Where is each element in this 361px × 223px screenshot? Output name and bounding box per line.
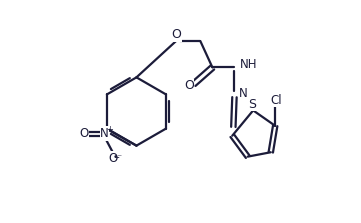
Text: NH: NH: [240, 58, 257, 71]
Text: O: O: [79, 127, 88, 140]
Text: S: S: [248, 98, 256, 111]
Text: N: N: [239, 87, 248, 100]
Text: O: O: [171, 28, 181, 41]
Text: N: N: [100, 127, 109, 140]
Text: +: +: [106, 125, 113, 134]
Text: Cl: Cl: [270, 93, 282, 107]
Text: O: O: [184, 79, 194, 92]
Text: •⁻: •⁻: [113, 153, 123, 162]
Text: O: O: [109, 152, 118, 165]
Text: -: -: [116, 152, 119, 162]
